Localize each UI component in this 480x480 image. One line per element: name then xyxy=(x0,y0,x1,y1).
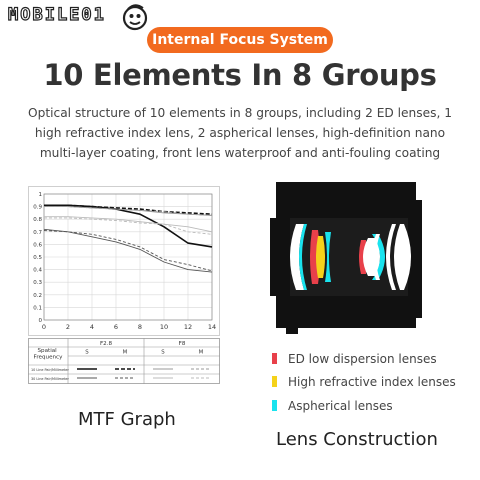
legend-item-high-refractive: High refractive index lenses xyxy=(272,373,472,391)
mtf-y-tick-label: 0 xyxy=(39,318,43,324)
mtf-series-line-f8_10_m xyxy=(44,206,213,216)
mtf-x-tick-label: 12 xyxy=(184,323,192,331)
mtf-series-line-f8_30_s xyxy=(44,216,213,233)
mtf-y-tick-label: 0.5 xyxy=(33,255,42,261)
legend-swatch-ed xyxy=(272,353,277,364)
table-group-f8: F8 xyxy=(179,341,186,347)
lens-element-rear xyxy=(394,224,411,290)
mtf-series-line-f8_30_m xyxy=(44,217,213,235)
mtf-chart: 00.10.20.30.40.50.60.70.80.910 2 4 6 8 10 12 14 xyxy=(28,186,220,336)
table-sub-m2: M xyxy=(199,350,204,356)
lens-element-asph-2 xyxy=(372,234,385,280)
table-row-header-line2: Frequency xyxy=(34,355,64,361)
table-sub-s2: S xyxy=(161,350,165,356)
mtf-x-tick-label: 8 xyxy=(138,323,142,331)
mtf-caption: MTF Graph xyxy=(78,409,176,430)
mtf-y-tick-label: 0.2 xyxy=(33,293,42,299)
lens-element-hr xyxy=(316,236,325,278)
mtf-tick-labels: 00.10.20.30.40.50.60.70.80.910 2 4 6 8 10 12 14 xyxy=(33,192,216,331)
mtf-y-tick-label: 1 xyxy=(39,192,43,198)
mtf-x-tick-label: 6 xyxy=(114,323,118,331)
mtf-legend-table: Spatial Frequency F2.8 F8 S M S M 10 Lin… xyxy=(28,338,220,384)
legend-item-ed: ED low dispersion lenses xyxy=(272,350,472,368)
mtf-y-tick-label: 0.4 xyxy=(33,268,42,274)
table-group-f28: F2.8 xyxy=(100,341,113,347)
mtf-series xyxy=(43,204,213,273)
legend-swatch-aspherical xyxy=(272,400,277,411)
mtf-x-tick-label: 4 xyxy=(90,323,94,331)
mtf-series-line-f28_10_m xyxy=(44,204,213,215)
mtf-series-line-f28_30_m xyxy=(43,230,213,272)
mtf-y-tick-label: 0.1 xyxy=(33,305,42,311)
mtf-series-line-f28_30_s xyxy=(43,228,213,273)
mtf-plot-area xyxy=(43,193,213,321)
legend-item-aspherical: Aspherical lenses xyxy=(272,397,472,415)
legend-label-aspherical: Aspherical lenses xyxy=(288,399,393,413)
mtf-x-tick-label: 0 xyxy=(42,323,46,331)
logo-wordmark: MOBILE01 xyxy=(7,4,106,25)
mtf-y-tick-label: 0.8 xyxy=(33,217,42,223)
table-row-header-line1: Spatial xyxy=(37,348,57,354)
lens-cross-section xyxy=(270,182,422,334)
legend-swatch-high-refractive xyxy=(272,376,277,387)
logo-face-icon xyxy=(122,4,148,31)
mobile01-logo: MOBILE01 xyxy=(7,4,148,32)
internal-focus-badge: Internal Focus System xyxy=(147,27,333,53)
page-title: 10 Elements In 8 Groups xyxy=(43,58,437,92)
mtf-y-tick-label: 0.3 xyxy=(33,280,42,286)
mtf-y-tick-label: 0.6 xyxy=(33,242,42,248)
mtf-y-tick-label: 0.9 xyxy=(33,205,42,211)
mtf-x-tick-label: 14 xyxy=(208,323,216,331)
table-sub-s1: S xyxy=(85,350,89,356)
mtf-series-line-f28_10_s xyxy=(44,204,213,248)
mtf-x-tick-label: 10 xyxy=(160,323,168,331)
mtf-x-tick-label: 2 xyxy=(66,323,70,331)
table-sub-m1: M xyxy=(123,350,128,356)
legend-label-high-refractive: High refractive index lenses xyxy=(288,375,456,389)
table-row-30lp: 30 Line Pair/Millimeter xyxy=(31,377,69,381)
description-text: Optical structure of 10 elements in 8 gr… xyxy=(28,106,452,160)
lens-element-1 xyxy=(290,224,304,290)
mtf-y-tick-label: 0.7 xyxy=(33,230,42,236)
table-row-10lp: 10 Line Pair/Millimeter xyxy=(31,368,69,372)
legend-label-ed: ED low dispersion lenses xyxy=(288,352,437,366)
lens-construction-caption: Lens Construction xyxy=(276,429,438,450)
lens-element-asph-1 xyxy=(325,232,331,282)
table-row-header: Spatial Frequency xyxy=(34,348,64,361)
